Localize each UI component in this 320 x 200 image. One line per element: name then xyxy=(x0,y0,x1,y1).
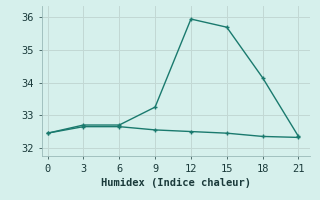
X-axis label: Humidex (Indice chaleur): Humidex (Indice chaleur) xyxy=(101,178,251,188)
